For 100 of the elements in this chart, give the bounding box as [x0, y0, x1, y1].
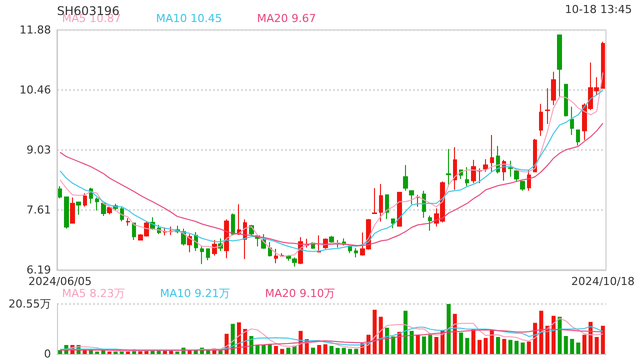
candlestick — [490, 134, 494, 172]
bar — [496, 336, 500, 354]
candlestick — [58, 186, 62, 199]
candlestick — [409, 190, 414, 205]
candlestick — [527, 170, 531, 192]
bar — [422, 336, 426, 354]
bar — [465, 338, 470, 354]
candlestick — [570, 106, 574, 136]
candlestick — [564, 84, 568, 117]
x-tick-label: 2024/10/18 — [571, 275, 635, 288]
candlestick — [101, 202, 106, 217]
x-tick-label: 2024/06/05 — [28, 275, 92, 288]
bar — [410, 330, 414, 354]
candlestick — [416, 194, 420, 208]
candlestick — [76, 202, 81, 216]
candlestick — [551, 71, 556, 106]
candlestick — [576, 129, 580, 146]
bar — [514, 340, 519, 354]
bar — [539, 310, 544, 354]
bar — [434, 336, 438, 354]
bar — [446, 304, 451, 354]
text: MA20 9.67 — [257, 12, 316, 25]
bar — [348, 348, 352, 354]
bar — [594, 336, 599, 354]
candlestick — [446, 148, 451, 187]
candlestick — [317, 234, 321, 253]
y-tick-label: 0 — [44, 348, 51, 360]
bar — [385, 328, 390, 354]
bar — [545, 326, 550, 354]
bar — [471, 329, 476, 354]
bar — [156, 350, 161, 354]
candlestick — [483, 158, 488, 172]
bar — [520, 342, 525, 354]
bar — [255, 345, 260, 354]
bar — [582, 334, 586, 354]
candlestick — [385, 194, 389, 220]
bar — [330, 346, 334, 354]
y-tick-label: 7.61 — [26, 204, 51, 217]
candlestick — [465, 166, 469, 187]
bar — [342, 348, 346, 354]
bar — [354, 348, 358, 354]
candlestick — [539, 103, 543, 136]
bar — [286, 348, 290, 354]
candlestick — [545, 88, 550, 125]
bar — [526, 342, 531, 354]
candlestick — [372, 188, 377, 214]
candlestick — [329, 235, 334, 244]
candlestick — [224, 218, 229, 259]
bar — [558, 316, 562, 354]
bar — [502, 338, 506, 354]
bar — [490, 330, 494, 354]
bar — [552, 316, 556, 354]
bar — [336, 348, 340, 354]
bar — [280, 348, 284, 354]
candlestick — [557, 34, 562, 98]
candlestick — [292, 256, 297, 268]
candlestick — [64, 196, 69, 230]
candlestick — [120, 206, 124, 222]
bar — [274, 346, 278, 354]
line-series — [60, 122, 604, 246]
candlestick — [379, 183, 383, 222]
bar — [268, 344, 272, 354]
text: MA5 8.23万 — [62, 287, 126, 300]
candlestick — [126, 218, 130, 226]
y-tick-label: 20.55万 — [8, 298, 51, 310]
text: MA20 9.10万 — [265, 287, 336, 300]
candlestick — [107, 206, 112, 215]
bar — [459, 332, 464, 354]
candlestick — [508, 160, 513, 178]
candlestick — [132, 222, 136, 241]
bar — [576, 342, 580, 354]
bar — [508, 340, 512, 354]
candlestick — [212, 240, 217, 256]
candlestick — [268, 242, 272, 258]
bar — [570, 338, 574, 354]
candlestick — [231, 212, 235, 236]
text: 10-18 13:45 — [564, 3, 632, 16]
bar — [484, 338, 488, 354]
candlestick — [514, 170, 519, 182]
bar — [478, 340, 482, 354]
candlestick — [95, 196, 99, 212]
candlestick — [397, 192, 402, 228]
candlestick — [453, 146, 457, 190]
candlestick — [520, 180, 525, 192]
candlestick — [428, 215, 432, 232]
candlestick — [206, 248, 210, 261]
candlestick — [274, 248, 278, 264]
text: MA10 10.45 — [156, 12, 222, 25]
bar — [378, 316, 383, 354]
text: MA10 9.21万 — [160, 287, 230, 300]
bar — [404, 310, 408, 354]
bar — [262, 345, 266, 354]
bar — [452, 314, 457, 354]
candlestick — [403, 164, 408, 192]
bar — [600, 326, 605, 354]
y-tick-label: 11.88 — [20, 24, 51, 36]
bar — [310, 348, 315, 354]
bar — [372, 310, 377, 354]
candlestick — [601, 41, 605, 89]
bar — [564, 336, 568, 354]
